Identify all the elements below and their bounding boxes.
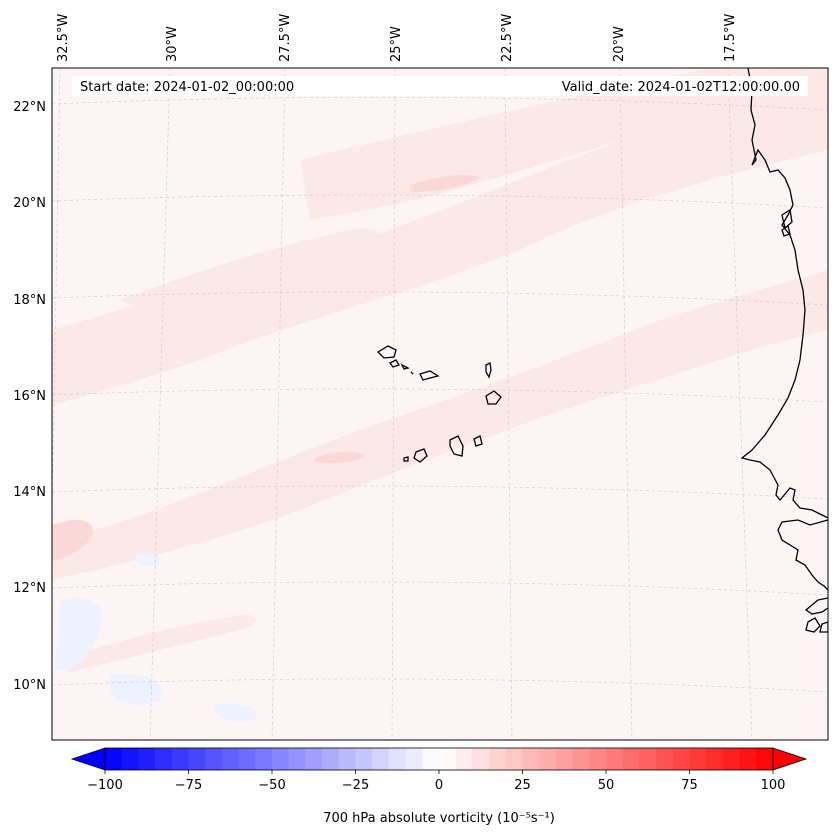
colorbar-tick-label: −75 bbox=[175, 778, 202, 793]
longitude-label: 27.5°W bbox=[278, 14, 293, 62]
header-box bbox=[72, 76, 808, 96]
colorbar-ticks: −100 −75 −50 −25 0 25 50 75 100 bbox=[87, 770, 785, 793]
colorbar-cell bbox=[756, 748, 774, 770]
colorbar-label: 700 hPa absolute vorticity (10⁻⁵s⁻¹) bbox=[323, 811, 555, 826]
longitude-label: 17.5°W bbox=[723, 14, 738, 62]
vorticity-band bbox=[60, 614, 256, 672]
start-date-label: Start date: 2024-01-02_00:00:00 bbox=[80, 80, 294, 95]
longitude-label: 22.5°W bbox=[500, 14, 515, 62]
map-frame bbox=[51, 67, 829, 741]
colorbar-cell bbox=[572, 748, 590, 770]
colorbar-cell bbox=[221, 748, 240, 770]
colorbar: −100 −75 −50 −25 0 25 50 75 100 700 hPa absolute… bbox=[70, 747, 808, 826]
vorticity-band bbox=[52, 270, 828, 580]
longitude-label: 25°W bbox=[389, 26, 404, 62]
vorticity-patch bbox=[215, 703, 258, 722]
colorbar-cell bbox=[505, 748, 523, 770]
colorbar-cell bbox=[622, 748, 640, 770]
colorbar-cell bbox=[338, 748, 356, 770]
latitude-label: 12°N bbox=[13, 581, 46, 596]
colorbar-cell bbox=[689, 748, 707, 770]
coastline-islands-south bbox=[805, 617, 828, 633]
latitude-label: 22°N bbox=[13, 100, 46, 115]
colorbar-cell bbox=[706, 748, 724, 770]
colorbar-tick-label: 75 bbox=[681, 778, 698, 793]
colorbar-tick-label: 100 bbox=[761, 778, 786, 793]
colorbar-cell bbox=[656, 748, 674, 770]
latitude-label: 20°N bbox=[13, 196, 46, 211]
vorticity-patch bbox=[315, 451, 365, 464]
colorbar-cell bbox=[722, 748, 741, 770]
vorticity-patch bbox=[52, 520, 93, 560]
colorbar-cell bbox=[539, 748, 557, 770]
colorbar-cell bbox=[589, 748, 607, 770]
colorbar-cell bbox=[272, 748, 290, 770]
vorticity-patch bbox=[135, 553, 160, 568]
colorbar-cell bbox=[405, 748, 423, 770]
colorbar-cell bbox=[372, 748, 390, 770]
colorbar-cell bbox=[388, 748, 407, 770]
colorbar-tick-label: 0 bbox=[435, 778, 443, 793]
vorticity-patch bbox=[410, 174, 480, 192]
colorbar-tick-label: −25 bbox=[342, 778, 369, 793]
latitude-label: 18°N bbox=[13, 293, 46, 308]
colorbar-left-extend bbox=[70, 747, 106, 771]
latitude-label: 16°N bbox=[13, 389, 46, 404]
valid-date-label: Valid_date: 2024-01-02T12:00:00.00 bbox=[562, 80, 800, 95]
longitude-label: 20°W bbox=[612, 26, 627, 62]
vorticity-field bbox=[52, 68, 828, 740]
colorbar-cell bbox=[606, 748, 624, 770]
colorbar-cell bbox=[555, 748, 574, 770]
colorbar-cell bbox=[105, 748, 123, 770]
colorbar-cell bbox=[138, 748, 156, 770]
colorbar-cell bbox=[472, 748, 490, 770]
colorbar-cell bbox=[439, 748, 457, 770]
vorticity-band bbox=[52, 90, 828, 405]
colorbar-cell bbox=[188, 748, 206, 770]
colorbar-cell bbox=[205, 748, 223, 770]
coastline-guinea bbox=[777, 519, 828, 591]
colorbar-tick-label: −100 bbox=[87, 778, 123, 793]
colorbar-cell bbox=[672, 748, 690, 770]
colorbar-cell bbox=[455, 748, 473, 770]
colorbar-tick-label: 50 bbox=[598, 778, 615, 793]
latitude-label: 10°N bbox=[13, 678, 46, 693]
map-panel: Start date: 2024-01-02_00:00:00 Valid_da… bbox=[51, 67, 829, 741]
coastline-canary-fragment bbox=[781, 208, 793, 237]
colorbar-cell bbox=[639, 748, 657, 770]
latitude-labels: 22°N 20°N 18°N 16°N 14°N 12°N 10°N bbox=[13, 100, 46, 693]
longitude-label: 30°W bbox=[165, 26, 180, 62]
colorbar-cell bbox=[422, 748, 440, 770]
colorbar-cell bbox=[522, 748, 540, 770]
colorbar-cell bbox=[171, 748, 189, 770]
colorbar-cell bbox=[255, 748, 273, 770]
latitude-label: 14°N bbox=[13, 485, 46, 500]
graticule bbox=[52, 68, 828, 740]
coastline-sierra-leone bbox=[804, 597, 828, 615]
colorbar-cell bbox=[155, 748, 173, 770]
colorbar-cell bbox=[121, 748, 139, 770]
longitude-label: 32.5°W bbox=[56, 14, 71, 62]
colorbar-cell bbox=[739, 748, 757, 770]
colorbar-tick-label: −50 bbox=[258, 778, 285, 793]
colorbar-cell bbox=[305, 748, 323, 770]
colorbar-tick-label: 25 bbox=[514, 778, 531, 793]
colorbar-cell bbox=[238, 748, 256, 770]
colorbar-cell bbox=[355, 748, 373, 770]
vorticity-band bbox=[120, 228, 379, 310]
colorbar-cell bbox=[322, 748, 340, 770]
colorbar-cell bbox=[489, 748, 507, 770]
vorticity-patch bbox=[55, 597, 103, 671]
coastline-west-africa bbox=[740, 68, 828, 519]
longitude-labels: 32.5°W 30°W 27.5°W 25°W 22.5°W 20°W 17.5… bbox=[56, 14, 738, 62]
cape-verde-islands bbox=[376, 345, 502, 463]
colorbar-cells bbox=[105, 748, 774, 770]
colorbar-cell bbox=[288, 748, 306, 770]
colorbar-right-extend bbox=[772, 747, 808, 771]
